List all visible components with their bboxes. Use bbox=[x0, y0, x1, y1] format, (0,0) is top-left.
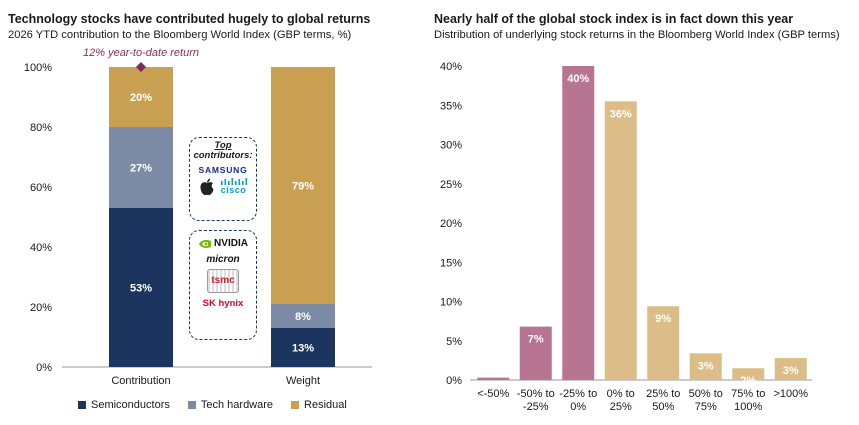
x-tick-label: Contribution bbox=[111, 375, 170, 387]
legend-label-tech-hardware: Tech hardware bbox=[200, 399, 274, 411]
data-label: 36% bbox=[610, 108, 632, 120]
legend-label-residual: Residual bbox=[304, 399, 347, 411]
y-tick-label: 40% bbox=[30, 242, 52, 254]
y-tick-label: 20% bbox=[440, 218, 462, 230]
x-tick-label: 75% bbox=[695, 401, 717, 413]
data-label: 13% bbox=[292, 343, 314, 355]
right-chart-subtitle: Distribution of underlying stock returns… bbox=[434, 29, 840, 41]
y-tick-label: 30% bbox=[440, 140, 462, 152]
left-chart-legend: Semiconductors Tech hardware Residual bbox=[78, 399, 365, 411]
bar-segment bbox=[271, 328, 335, 367]
micron-logo: micron bbox=[206, 254, 240, 265]
y-tick-label: 100% bbox=[24, 62, 52, 74]
bar-segment bbox=[109, 127, 173, 208]
x-tick-label: >100% bbox=[773, 388, 808, 400]
distribution-bar bbox=[562, 66, 595, 380]
top-contributors-box: Top contributors: SAMSUNG cisco bbox=[189, 137, 257, 221]
data-label: 9% bbox=[655, 313, 671, 325]
top-contributors-heading-1: Top bbox=[214, 140, 232, 151]
samsung-logo: SAMSUNG bbox=[198, 165, 248, 175]
y-tick-label: 0% bbox=[446, 375, 462, 387]
data-label: 3% bbox=[698, 360, 714, 372]
data-label: 8% bbox=[295, 311, 311, 323]
left-stacked-bar-chart: 0% 20% 40% 60% 80% 100% 53% 27% 20% Contribution 1… bbox=[24, 47, 372, 387]
distribution-bar bbox=[689, 353, 722, 380]
bar-segment bbox=[271, 67, 335, 304]
y-tick-label: 10% bbox=[440, 297, 462, 309]
distribution-bar bbox=[774, 358, 807, 380]
left-chart-subtitle: 2026 YTD contribution to the Bloomberg W… bbox=[8, 29, 352, 41]
apple-cisco-row: cisco bbox=[190, 178, 256, 196]
x-tick-label: 50% bbox=[652, 401, 674, 413]
data-label: 20% bbox=[130, 92, 152, 104]
x-tick-label: 0% to bbox=[607, 388, 635, 400]
right-chart-title: Nearly half of the global stock index is… bbox=[434, 12, 794, 26]
x-tick-label: 50% to bbox=[689, 388, 723, 400]
sk-hynix-logo: SK hynix bbox=[202, 298, 244, 309]
legend-item-semiconductors: Semiconductors bbox=[78, 399, 170, 411]
distribution-bar bbox=[732, 368, 765, 380]
y-tick-label: 20% bbox=[30, 302, 52, 314]
top-contributors-heading-2: contributors: bbox=[193, 150, 253, 161]
left-chart-title: Technology stocks have contributed hugel… bbox=[8, 12, 371, 26]
ytd-return-marker bbox=[136, 62, 146, 72]
legend-swatch-tech-hardware bbox=[187, 401, 196, 409]
cisco-logo: cisco bbox=[220, 185, 247, 195]
legend-swatch-residual bbox=[291, 401, 300, 409]
distribution-bar bbox=[477, 377, 510, 380]
tsmc-wafer-icon: tsmc bbox=[207, 269, 239, 293]
y-tick-label: 40% bbox=[440, 61, 462, 73]
distribution-bar bbox=[604, 101, 637, 380]
y-tick-label: 25% bbox=[440, 179, 462, 191]
bar-segment bbox=[271, 304, 335, 328]
bar-segment bbox=[109, 67, 173, 127]
data-label: 27% bbox=[130, 163, 152, 175]
x-tick-label: -25% to bbox=[559, 388, 597, 400]
x-tick-label: <-50% bbox=[477, 388, 509, 400]
distribution-bar bbox=[519, 326, 552, 380]
y-tick-label: 15% bbox=[440, 257, 462, 269]
nvidia-eye-icon bbox=[199, 239, 212, 248]
ytd-return-annotation: 12% year-to-date return bbox=[83, 47, 199, 59]
x-tick-label: Weight bbox=[286, 375, 320, 387]
tsmc-logo: tsmc bbox=[211, 275, 235, 286]
x-tick-label: -25% bbox=[523, 401, 549, 413]
y-tick-label: 0% bbox=[36, 362, 52, 374]
tsmc-row: tsmc bbox=[190, 269, 256, 293]
y-tick-label: 60% bbox=[30, 182, 52, 194]
y-tick-label: 5% bbox=[446, 336, 462, 348]
legend-item-tech-hardware: Tech hardware bbox=[187, 399, 274, 411]
data-label: 40% bbox=[567, 73, 589, 85]
nvidia-row: NVIDIA bbox=[190, 238, 256, 249]
x-tick-label: 25% to bbox=[646, 388, 680, 400]
data-label: 7% bbox=[528, 334, 544, 346]
cisco-bars-icon bbox=[220, 178, 247, 185]
x-tick-label: 100% bbox=[734, 401, 762, 413]
legend-item-residual: Residual bbox=[291, 399, 347, 411]
apple-logo-icon bbox=[199, 178, 213, 195]
legend-swatch-semiconductors bbox=[78, 401, 86, 409]
data-label: 3% bbox=[783, 365, 799, 377]
x-tick-label: 25% bbox=[610, 401, 632, 413]
bar-segment bbox=[109, 208, 173, 367]
semiconductor-logos-box: NVIDIA micron tsmc SK hynix bbox=[189, 230, 257, 340]
data-label: 79% bbox=[292, 181, 314, 193]
y-tick-label: 80% bbox=[30, 122, 52, 134]
data-label: 2% bbox=[740, 375, 756, 387]
x-tick-label: 0% bbox=[570, 401, 586, 413]
legend-label-semiconductors: Semiconductors bbox=[91, 399, 170, 411]
x-tick-label: 75% to bbox=[731, 388, 765, 400]
nvidia-logo: NVIDIA bbox=[214, 238, 248, 249]
x-tick-label: -50% to bbox=[517, 388, 555, 400]
data-label: 53% bbox=[130, 283, 152, 295]
y-tick-label: 35% bbox=[440, 100, 462, 112]
distribution-bar bbox=[647, 306, 680, 380]
